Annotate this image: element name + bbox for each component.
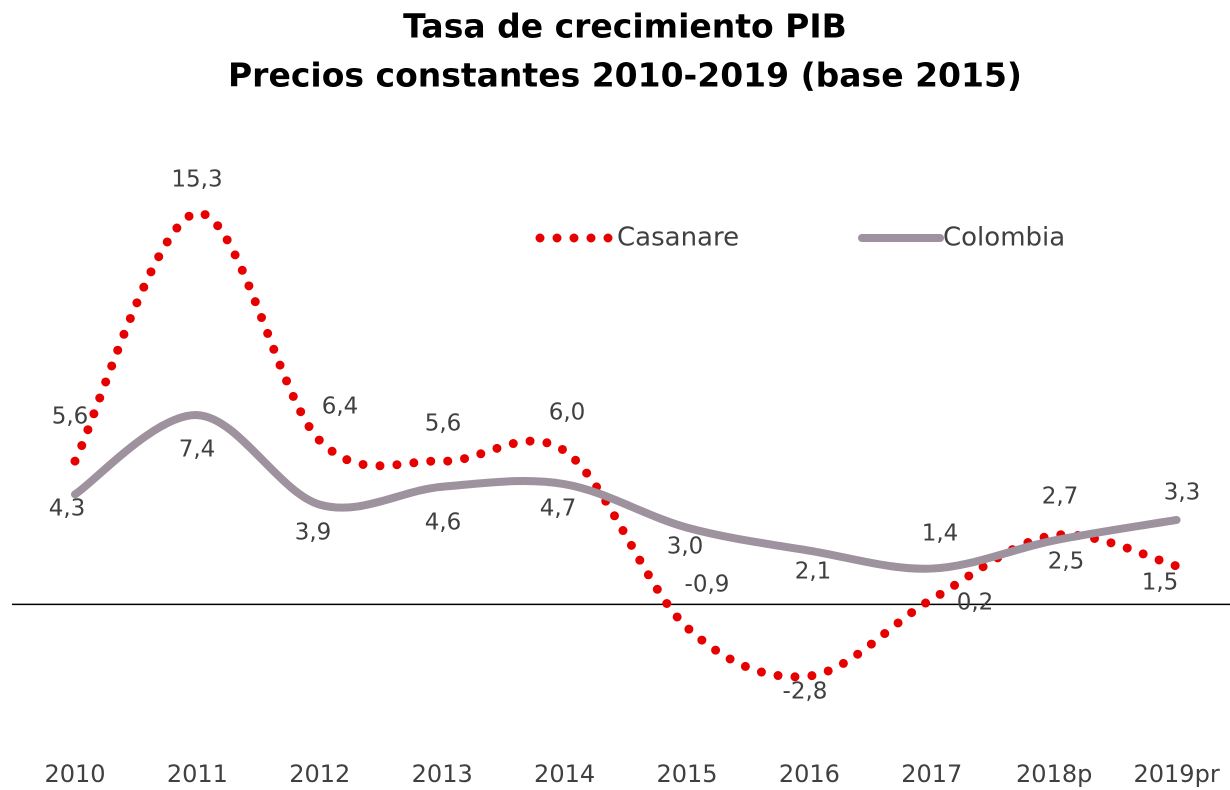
data-label: 4,6	[425, 510, 462, 536]
x-tick-label: 2017	[901, 760, 962, 788]
data-label: 15,3	[171, 167, 222, 193]
x-tick-label: 2011	[167, 760, 228, 788]
data-label: 4,3	[49, 496, 86, 522]
data-label: 2,1	[795, 559, 832, 585]
data-label: 7,4	[179, 437, 216, 463]
legend-label: Casanare	[617, 223, 739, 253]
chart-subtitle: Precios constantes 2010-2019 (base 2015)	[228, 56, 1022, 95]
x-tick-label: 2019pr	[1134, 760, 1220, 788]
data-label: 5,6	[425, 411, 462, 437]
x-tick-label: 2012	[289, 760, 350, 788]
data-label: -0,9	[685, 572, 730, 598]
data-label: 3,9	[295, 520, 332, 546]
x-tick-label: 2016	[779, 760, 840, 788]
x-tick-label: 2015	[656, 760, 717, 788]
data-label: 3,0	[667, 534, 704, 560]
series-line	[71, 411, 1181, 573]
x-tick-label: 2013	[412, 760, 473, 788]
data-label: 6,0	[549, 400, 586, 426]
x-tick-label: 2018p	[1016, 760, 1092, 788]
data-label: 6,4	[322, 394, 359, 420]
data-label: 1,4	[922, 521, 959, 547]
data-label: 2,5	[1048, 549, 1085, 575]
data-label: 3,3	[1164, 480, 1201, 506]
legend-label: Colombia	[943, 223, 1065, 253]
data-label: 4,7	[540, 496, 577, 522]
data-label: -2,8	[783, 679, 828, 705]
data-label: 1,5	[1142, 570, 1179, 596]
data-label: 2,7	[1042, 484, 1079, 510]
data-label: 0,2	[957, 590, 994, 616]
data-label: 5,6	[52, 404, 89, 430]
series-line	[70, 208, 1182, 682]
chart-title: Tasa de crecimiento PIB	[403, 7, 847, 46]
x-tick-label: 2010	[44, 760, 105, 788]
x-tick-label: 2014	[534, 760, 595, 788]
